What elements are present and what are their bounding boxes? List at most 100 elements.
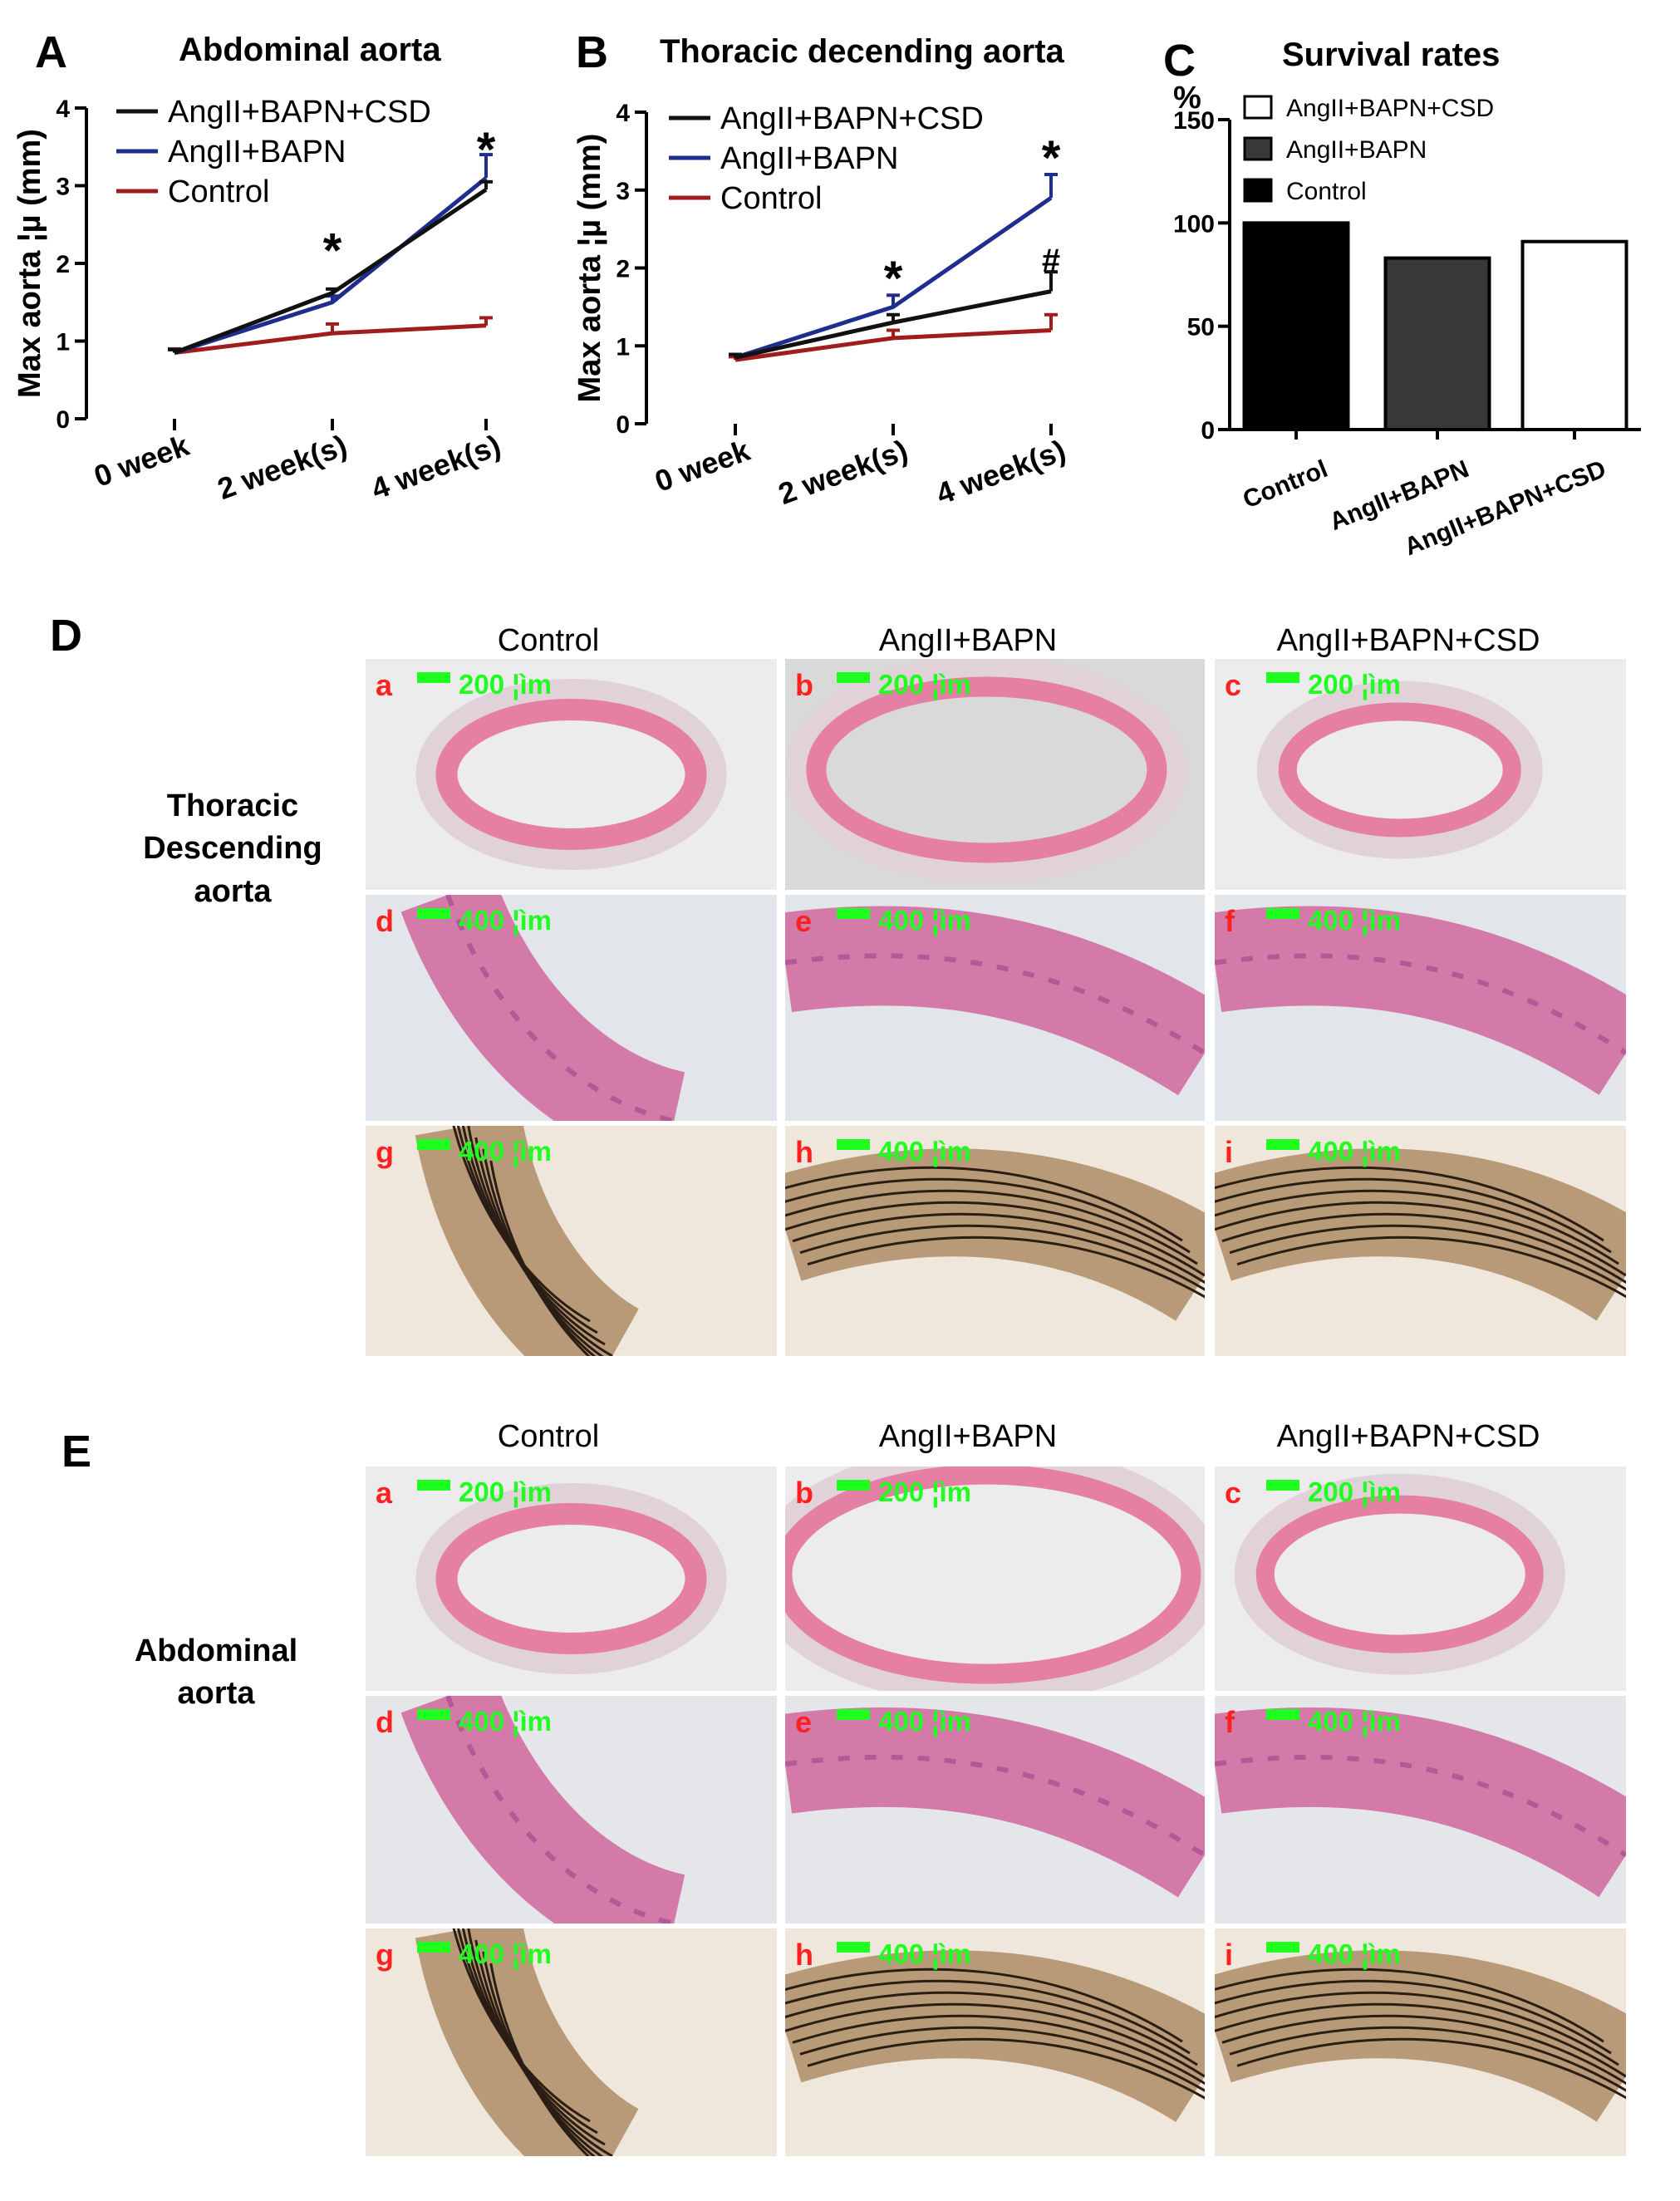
tissue-adventitia (1234, 1473, 1565, 1675)
micrograph-image (1215, 906, 1626, 1095)
vessel-media (785, 906, 1205, 1096)
sub-panel-letter: i (1225, 1135, 1234, 1169)
micrograph-i: i 400 ¦ìm (1215, 1126, 1626, 1356)
scale-bar (837, 1480, 870, 1491)
legend-label: Control (720, 181, 823, 216)
sub-panel-letter: h (795, 1135, 813, 1169)
column-header-control: Control (497, 1419, 600, 1454)
legend-label: AngII+BAPN (1286, 136, 1427, 164)
scale-bar-label: 400 ¦ìm (878, 1706, 971, 1737)
column-header-angii-bapn: AngII+BAPN (878, 1419, 1058, 1454)
micrograph-a: a 200 ¦ìm (366, 659, 777, 890)
scale-bar (1266, 672, 1299, 683)
sub-panel-letter: b (795, 1476, 813, 1510)
sub-panel-letter: b (795, 668, 813, 702)
aortic-wall (1278, 702, 1521, 838)
micrograph-image (1215, 1950, 1626, 2123)
panel-letter-e: E (61, 1427, 92, 1476)
chart-title-a: Abdominal aorta (179, 32, 441, 68)
row-label-abdominal: Abdominal aorta (91, 1630, 341, 1716)
row-label-line: Descending (143, 831, 322, 867)
scale-bar-label: 200 ¦ìm (878, 1476, 971, 1507)
elastic-fiber (807, 1236, 1205, 1299)
elastic-fiber (785, 1991, 1198, 2066)
scale-bar (1266, 1942, 1299, 1953)
legend-label: AngII+BAPN+CSD (720, 101, 984, 136)
elastic-fiber (1215, 1991, 1619, 2066)
panel-letter-a: A (35, 27, 67, 77)
row-label-line: Abdominal (134, 1634, 298, 1668)
y-tick-label: 2 (616, 256, 630, 283)
y-tick-label: 0 (616, 411, 630, 439)
elastic-fiber (1215, 1189, 1619, 1265)
legend-label: AngII+BAPN+CSD (1286, 95, 1494, 122)
micrograph-image (785, 1148, 1205, 1322)
x-tick-label: 0 week (651, 433, 755, 499)
micrograph-c: c 200 ¦ìm (1215, 1467, 1626, 1691)
elastic-fiber (1215, 1201, 1626, 1277)
sub-panel-letter: f (1225, 1705, 1235, 1739)
elastic-fiber (792, 2014, 1205, 2086)
micrograph-d: d 400 ¦ìm (366, 1696, 777, 1923)
elastic-fiber (785, 1189, 1198, 1265)
scale-bar (837, 1139, 870, 1150)
elastic-fiber (807, 2037, 1205, 2100)
micrograph-image (415, 679, 727, 870)
scale-bar-label: 400 ¦ìm (459, 1938, 552, 1969)
legend-label: AngII+BAPN (720, 141, 898, 176)
scale-bar-label: 200 ¦ìm (1308, 669, 1401, 700)
chart-abdominal-aorta: 0 1 2 3 4 0 week 2 week(s) 4 week(s) Max aorta ¦… (12, 95, 505, 506)
micrograph-f: f 400 ¦ìm (1215, 1696, 1626, 1923)
scale-bar-label: 200 ¦ìm (1308, 1476, 1401, 1507)
chart-title-c: Survival rates (1282, 37, 1501, 73)
sub-panel-letter: g (376, 1938, 394, 1972)
elastic-fiber (799, 1224, 1205, 1291)
elastic-fiber (799, 2026, 1205, 2092)
elastic-fiber (489, 1160, 591, 1356)
scale-bar-label: 400 ¦ìm (1308, 1706, 1401, 1737)
micrograph-h: h 400 ¦ìm (785, 1928, 1205, 2156)
sub-panel-letter: c (1225, 1476, 1242, 1510)
chart-title-b: Thoracic decending aorta (660, 33, 1064, 70)
elastic-fiber (1215, 1177, 1612, 1254)
row-label-line: aorta (177, 1676, 255, 1712)
scale-bar (417, 1942, 450, 1953)
scale-bar-label: 400 ¦ìm (1308, 1938, 1401, 1969)
scale-bar (837, 1709, 870, 1720)
micrograph-image (1215, 1707, 1626, 1898)
elastic-fiber (785, 1177, 1191, 1254)
bar (1242, 221, 1350, 431)
x-tick-label: 0 week (90, 428, 194, 494)
scale-bar-label: 400 ¦ìm (459, 1706, 552, 1737)
scale-bar (417, 1480, 450, 1491)
elastic-fiber (1215, 1166, 1604, 1242)
micrograph-image (785, 1467, 1205, 1691)
scale-bar-label: 400 ¦ìm (878, 1938, 971, 1969)
significance-marker: * (1042, 131, 1061, 185)
scale-bar-label: 400 ¦ìm (459, 905, 552, 936)
elastic-fiber (1229, 1224, 1626, 1291)
micrograph-image (785, 1707, 1205, 1898)
elastic-fiber (785, 1968, 1183, 2043)
micrograph-b: b 200 ¦ìm (785, 659, 1205, 890)
elastic-fiber (1236, 1236, 1626, 1299)
elastic-fiber (1229, 2026, 1626, 2092)
micrograph-g: g 400 ¦ìm (366, 1126, 777, 1356)
legend-swatch (1243, 136, 1273, 161)
aortic-wall (806, 676, 1167, 863)
scale-bar (1266, 908, 1299, 919)
sub-panel-letter: h (795, 1938, 813, 1972)
tissue-adventitia (415, 1483, 727, 1674)
chart-thoracic-aorta: 0 1 2 3 4 0 week 2 week(s) 4 week(s) Max aorta ¦… (572, 100, 1070, 511)
scale-bar (417, 672, 450, 683)
micrograph-e: e 400 ¦ìm (785, 895, 1205, 1121)
elastic-fiber (792, 1212, 1205, 1285)
scale-bar-label: 200 ¦ìm (878, 669, 971, 700)
elastic-fiber (1236, 2037, 1626, 2100)
y-tick-label: 3 (56, 174, 70, 201)
scale-bar (1266, 1709, 1299, 1720)
micrograph-d: d 400 ¦ìm (366, 895, 777, 1121)
y-tick-label: 1 (56, 329, 70, 356)
micrograph-a: a 200 ¦ìm (366, 1467, 777, 1691)
legend-label: AngII+BAPN (168, 135, 346, 169)
